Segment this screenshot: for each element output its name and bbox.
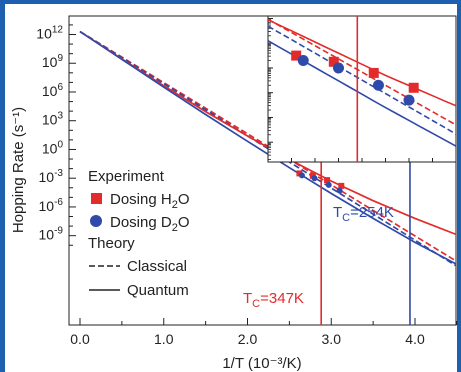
x-tick-label: 0.0	[70, 331, 90, 347]
legend-h2o-marker	[91, 193, 102, 204]
legend-d2o-marker	[90, 215, 102, 227]
y-tick-label: 100	[42, 139, 64, 156]
inset-points	[291, 50, 419, 106]
y-axis-ticks: 1012 109 106 103 100 10-3 10-6 10-9	[36, 24, 76, 246]
plot-area	[68, 15, 457, 326]
legend-d2o-label: Dosing D2O	[110, 214, 190, 234]
inset-h2o-point	[291, 50, 302, 61]
h2o-data-point	[338, 182, 345, 189]
inset-ticks	[268, 17, 433, 162]
d2o-data-point	[311, 175, 318, 182]
h2o-data-point	[296, 170, 303, 177]
y-tick-label: 106	[42, 82, 64, 99]
inset-d2o-point	[372, 79, 384, 91]
y-tick-label: 103	[42, 111, 64, 128]
legend-classical-label: Classical	[127, 258, 187, 275]
y-tick-label: 10-6	[39, 197, 64, 214]
legend-theory-title: Theory	[88, 235, 135, 252]
inset-quantum-h2o-line	[268, 18, 456, 107]
x-tick-label: 2.0	[238, 331, 258, 347]
x-axis-label: 1/T (10⁻³/K)	[222, 355, 301, 372]
inset-h2o-point	[328, 56, 339, 67]
legend-h2o-label: Dosing H2O	[110, 191, 190, 211]
x-tick-label: 1.0	[154, 331, 174, 347]
inset-d2o-point	[403, 94, 415, 106]
inset-h2o-point	[368, 67, 379, 78]
d2o-data-point	[298, 172, 305, 179]
tc-h2o-label: TC=347K	[243, 290, 304, 310]
inset-lines	[268, 16, 456, 162]
tc-d2o-label: TC=254K	[333, 204, 394, 224]
y-tick-label: 10-9	[39, 226, 64, 243]
x-axis-ticks: 0.0 1.0 2.0 3.0 4.0	[70, 318, 458, 347]
classical-d2o-line	[79, 30, 456, 267]
legend-quantum-label: Quantum	[127, 282, 189, 299]
d2o-data-point	[325, 181, 332, 188]
d2o-data-point	[336, 187, 343, 194]
inset-h2o-point	[408, 82, 419, 93]
legend-experiment-title: Experiment	[88, 168, 165, 185]
y-tick-label: 1012	[36, 25, 63, 42]
experiment-points	[296, 170, 345, 194]
inset-frame	[267, 15, 457, 163]
inset-d2o-point	[297, 55, 309, 67]
x-tick-label: 3.0	[322, 331, 342, 347]
inset-plot	[267, 15, 457, 163]
y-axis-label: Hopping Rate (s⁻¹)	[10, 107, 27, 233]
x-tick-label: 4.0	[405, 331, 425, 347]
inset-d2o-point	[333, 62, 344, 74]
inset-classical-d2o-line	[268, 25, 456, 135]
y-tick-label: 109	[42, 53, 64, 70]
y-tick-label: 10-3	[39, 168, 64, 185]
h2o-data-point	[324, 177, 331, 184]
legend: Experiment Dosing H2O Dosing D2O Theory …	[88, 168, 190, 299]
